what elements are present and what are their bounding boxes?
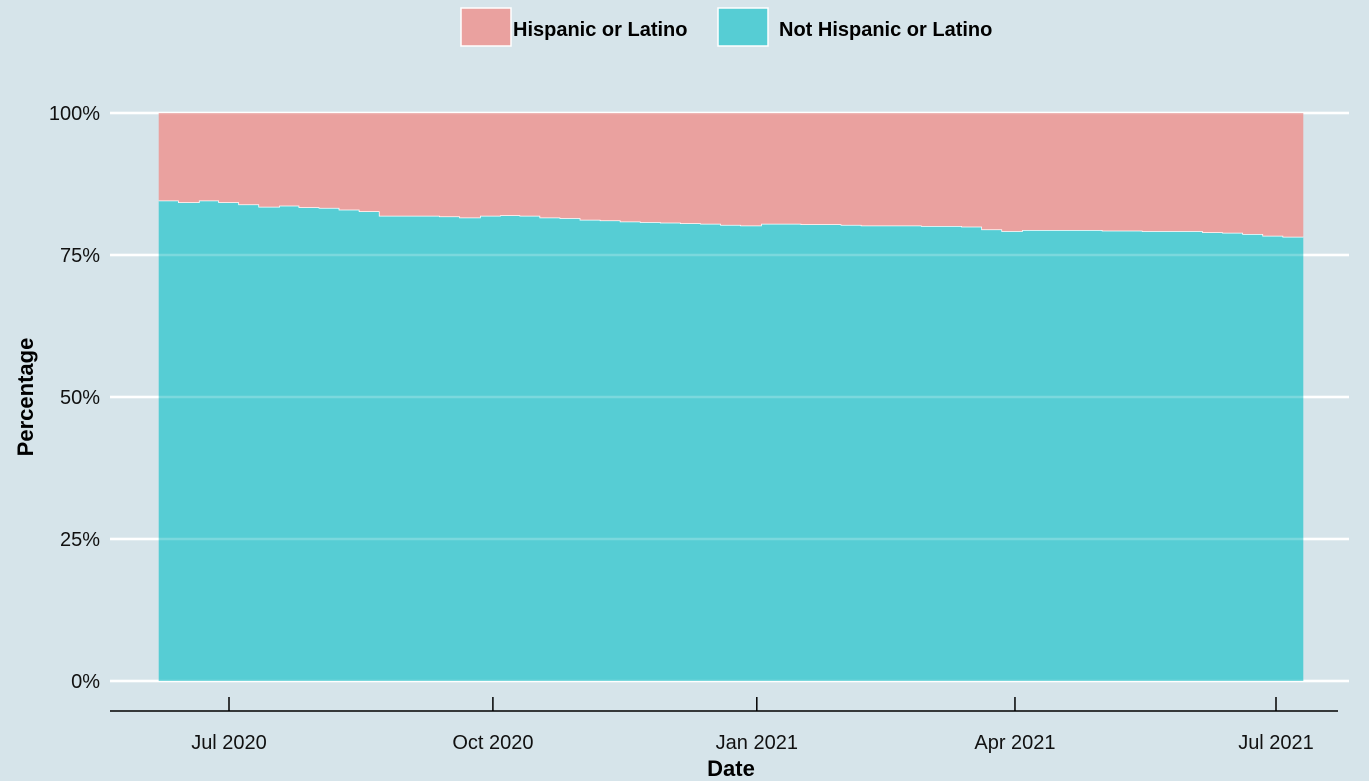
x-axis-title: Date — [707, 756, 755, 781]
area-series-hispanic-or-latino — [158, 113, 1304, 237]
plot-areas — [158, 113, 1304, 681]
x-tick-label: Oct 2020 — [452, 732, 533, 754]
x-tick-label: Jul 2021 — [1238, 732, 1314, 754]
x-axis-ticks: Jul 2020 Oct 2020 Jan 2021 Apr 2021 Jul 2021 — [191, 697, 1314, 754]
x-tick-label: Jan 2021 — [716, 732, 798, 754]
y-tick-label: 25% — [60, 529, 100, 551]
legend-label-hispanic: Hispanic or Latino — [513, 19, 687, 41]
y-tick-label: 100% — [49, 103, 100, 125]
legend-swatch-not-hispanic — [717, 7, 769, 47]
y-tick-label: 50% — [60, 387, 100, 409]
y-tick-label: 0% — [71, 671, 100, 693]
gridlines-overlay — [110, 111, 1349, 683]
y-tick-label: 75% — [60, 245, 100, 267]
legend-swatch-hispanic — [460, 7, 512, 47]
x-tick-label: Apr 2021 — [974, 732, 1055, 754]
legend: Hispanic or Latino Not Hispanic or Latin… — [460, 7, 992, 47]
y-axis-ticks: 0% 25% 50% 75% 100% — [49, 103, 100, 693]
x-tick-label: Jul 2020 — [191, 732, 267, 754]
area-series-not-hispanic-or-latino — [158, 200, 1304, 681]
legend-label-not-hispanic: Not Hispanic or Latino — [779, 19, 992, 41]
y-axis-title: Percentage — [13, 338, 38, 457]
